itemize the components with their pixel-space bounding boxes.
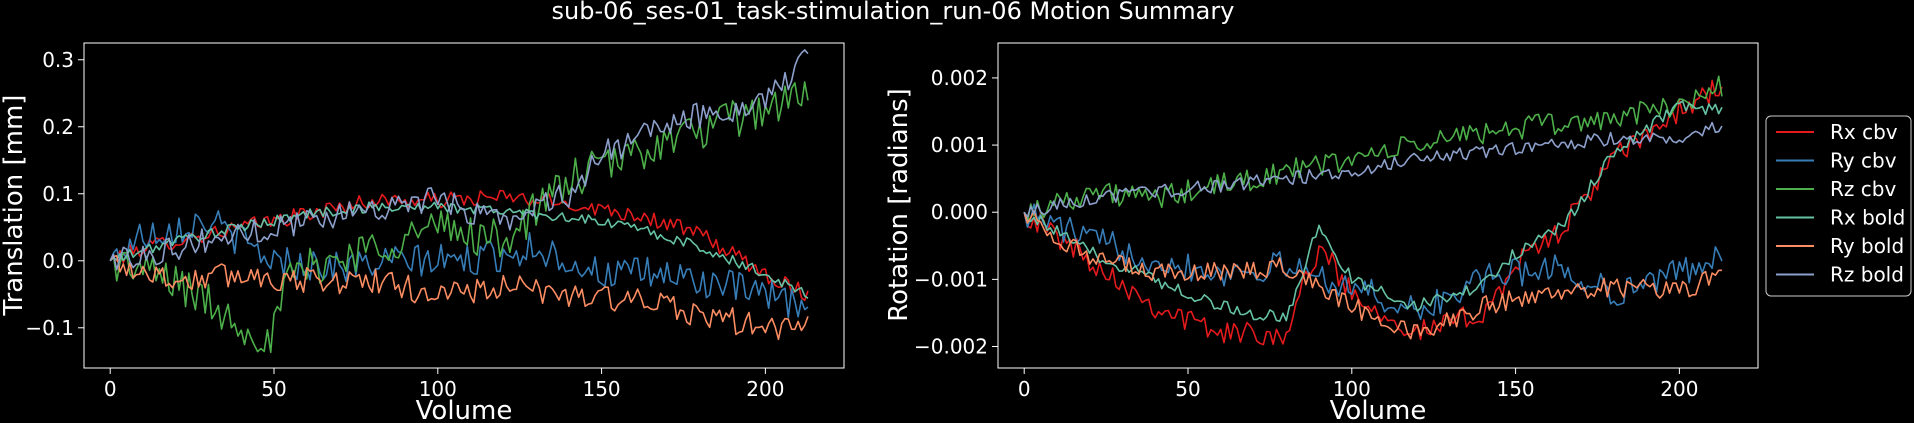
y-tick-label: 0.0 bbox=[42, 249, 74, 273]
translation-xlabel: Volume bbox=[416, 396, 513, 423]
series-line-rx_cbv bbox=[1023, 79, 1723, 346]
x-tick-label: 150 bbox=[1496, 377, 1534, 401]
series-line-rz_cbv bbox=[1023, 75, 1723, 223]
rotation-panel: 0 50 100 150 200−0.002−0.0010.0000.0010.002 … bbox=[884, 42, 1759, 423]
x-tick-label: 0 bbox=[104, 377, 117, 401]
y-tick-label: 0.2 bbox=[42, 115, 74, 139]
rotation-xlabel: Volume bbox=[1330, 396, 1427, 423]
series-line-rx_bold bbox=[1023, 100, 1723, 323]
x-tick-label: 50 bbox=[261, 377, 286, 401]
y-tick-label: −0.001 bbox=[914, 267, 988, 291]
translation-panel: 0 50 100 150 200 −0.1 0.0 0.1 0.2 0.3 Translation… bbox=[0, 42, 845, 423]
legend: Rx cbv Ry cbv Rz cbv Rx bold Ry bold Rz bold bbox=[1765, 115, 1912, 297]
y-tick-label: 0.000 bbox=[931, 200, 988, 224]
series-line-tz_cbv bbox=[109, 81, 809, 354]
x-tick-label: 0 bbox=[1018, 377, 1031, 401]
y-tick-label: −0.002 bbox=[914, 335, 988, 359]
legend-entry-label: Rz bold bbox=[1830, 263, 1904, 287]
rotation-ylabel: Rotation [radians] bbox=[884, 88, 914, 322]
x-tick-label: 200 bbox=[746, 377, 784, 401]
translation-axes-frame bbox=[83, 42, 845, 369]
legend-entry-label: Rx cbv bbox=[1830, 120, 1898, 144]
translation-series bbox=[109, 49, 809, 354]
series-line-tx_bold bbox=[109, 201, 809, 299]
series-line-rz_bold bbox=[1023, 121, 1723, 218]
rotation-series bbox=[1023, 75, 1723, 346]
x-tick-label: 150 bbox=[582, 377, 620, 401]
y-tick-label: 0.3 bbox=[42, 48, 74, 72]
y-tick-label: 0.1 bbox=[42, 182, 74, 206]
x-tick-label: 100 bbox=[419, 377, 457, 401]
series-line-ty_bold bbox=[109, 254, 809, 341]
series-line-ty_cbv bbox=[109, 210, 809, 319]
rotation-axes-frame bbox=[997, 42, 1759, 369]
x-tick-label: 200 bbox=[1660, 377, 1698, 401]
y-tick-label: 0.002 bbox=[931, 66, 988, 90]
x-tick-label: 50 bbox=[1175, 377, 1200, 401]
legend-entry-label: Rz cbv bbox=[1830, 177, 1896, 201]
translation-ylabel: Translation [mm] bbox=[0, 95, 29, 317]
series-line-tz_bold bbox=[109, 49, 809, 271]
legend-entry-label: Rx bold bbox=[1830, 206, 1905, 230]
translation-ticks: 0 50 100 150 200 −0.1 0.0 0.1 0.2 0.3 bbox=[25, 48, 784, 401]
y-tick-label: 0.001 bbox=[931, 133, 988, 157]
legend-entry-label: Ry cbv bbox=[1830, 149, 1897, 173]
figure-title: sub-06_ses-01_task-stimulation_run-06 Mo… bbox=[552, 0, 1235, 25]
series-line-tx_cbv bbox=[109, 189, 809, 302]
legend-entry-label: Ry bold bbox=[1830, 234, 1904, 258]
series-line-ry_bold bbox=[1023, 210, 1722, 340]
y-tick-label: −0.1 bbox=[25, 316, 74, 340]
x-tick-label: 100 bbox=[1333, 377, 1371, 401]
rotation-ticks: 0 50 100 150 200 −0.002 −0.001 0.000 0.001 0.002 bbox=[914, 66, 1698, 401]
